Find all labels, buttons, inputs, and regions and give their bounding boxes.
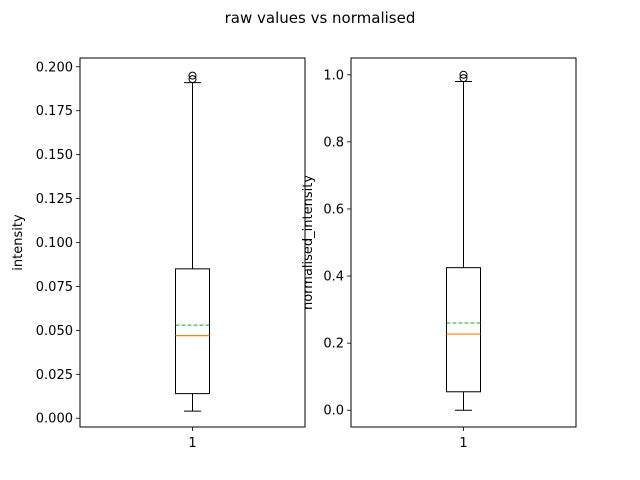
x-tick-label: 1 [459, 436, 467, 451]
axes-frame [79, 57, 306, 428]
box [446, 267, 481, 393]
figure-title: raw values vs normalised [225, 9, 416, 27]
y-tick-label: 0.150 [36, 148, 73, 163]
axes-frame [350, 57, 577, 428]
y-tick-label: 0.0 [323, 404, 344, 419]
outlier-point [459, 74, 468, 83]
box [175, 268, 210, 395]
y-tick-label: 1.0 [323, 68, 344, 83]
y-axis-label: intensity [11, 214, 26, 271]
y-tick-label: 0.175 [36, 104, 73, 119]
y-tick-label: 0.100 [36, 236, 73, 251]
outlier-point [459, 70, 468, 79]
panel-raw: 0.000 0.025 0.050 0.075 0.100 0.125 0.150 0.175… [11, 57, 306, 451]
y-tick-label: 0.050 [36, 324, 73, 339]
y-tick-label: 0.075 [36, 280, 73, 295]
y-tick-label: 0.200 [36, 60, 73, 75]
y-axis-label: normalised_intensity [301, 175, 316, 310]
y-tick-label: 0.8 [323, 135, 344, 150]
y-tick-label: 0.4 [323, 270, 344, 285]
y-tick-label: 0.025 [36, 368, 73, 383]
y-tick-label: 0.000 [36, 412, 73, 427]
outlier-point [188, 75, 197, 84]
panel-normalised: 0.0 0.2 0.4 0.6 0.8 1.0 1 normalised_intensity [301, 57, 577, 451]
y-tick-label: 0.125 [36, 192, 73, 207]
y-tick-label: 0.6 [323, 202, 344, 217]
y-tick-label: 0.2 [323, 337, 344, 352]
outlier-point [188, 71, 197, 80]
x-tick-label: 1 [188, 436, 196, 451]
